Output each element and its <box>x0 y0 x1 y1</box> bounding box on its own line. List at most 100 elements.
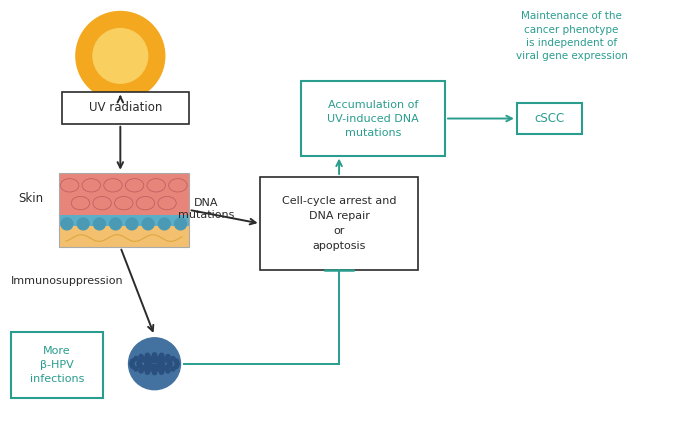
Ellipse shape <box>110 218 121 230</box>
Ellipse shape <box>145 363 149 367</box>
Ellipse shape <box>158 218 171 230</box>
Ellipse shape <box>171 367 175 371</box>
Text: cSCC: cSCC <box>534 112 564 125</box>
Ellipse shape <box>150 359 154 363</box>
Ellipse shape <box>160 353 164 357</box>
Ellipse shape <box>153 359 157 363</box>
Text: Immunosuppression: Immunosuppression <box>11 276 123 286</box>
Ellipse shape <box>137 362 141 366</box>
Ellipse shape <box>139 369 143 373</box>
Ellipse shape <box>160 363 164 367</box>
Bar <box>260 177 418 271</box>
Bar <box>11 332 103 398</box>
Ellipse shape <box>166 369 170 373</box>
Ellipse shape <box>77 218 89 230</box>
Ellipse shape <box>147 367 152 371</box>
Bar <box>59 173 188 247</box>
Text: DNA
mutations: DNA mutations <box>177 198 234 219</box>
Ellipse shape <box>147 356 152 360</box>
Ellipse shape <box>145 362 149 366</box>
Ellipse shape <box>134 367 138 371</box>
Ellipse shape <box>140 365 144 369</box>
Ellipse shape <box>71 196 90 210</box>
Ellipse shape <box>76 12 165 100</box>
Ellipse shape <box>125 178 144 192</box>
Ellipse shape <box>153 368 157 372</box>
Ellipse shape <box>160 362 164 366</box>
Ellipse shape <box>131 364 135 368</box>
Ellipse shape <box>103 178 122 192</box>
Ellipse shape <box>61 218 73 230</box>
Ellipse shape <box>138 360 142 364</box>
Ellipse shape <box>153 356 157 360</box>
Bar <box>59 173 188 216</box>
Bar <box>59 226 188 247</box>
Ellipse shape <box>93 29 148 83</box>
Ellipse shape <box>146 363 150 368</box>
Bar <box>516 103 582 135</box>
Ellipse shape <box>171 357 175 361</box>
Ellipse shape <box>148 359 152 363</box>
Ellipse shape <box>136 196 155 210</box>
Ellipse shape <box>159 360 163 364</box>
Ellipse shape <box>168 362 172 366</box>
Ellipse shape <box>126 218 138 230</box>
Bar <box>59 215 188 228</box>
Ellipse shape <box>153 371 157 374</box>
Ellipse shape <box>175 218 186 230</box>
Ellipse shape <box>167 360 171 364</box>
Ellipse shape <box>155 365 159 368</box>
Ellipse shape <box>165 365 169 369</box>
Ellipse shape <box>93 218 105 230</box>
Ellipse shape <box>93 196 111 210</box>
Ellipse shape <box>160 361 164 365</box>
Ellipse shape <box>167 363 171 368</box>
Text: UV radiation: UV radiation <box>89 101 162 115</box>
Ellipse shape <box>140 358 144 362</box>
Ellipse shape <box>114 196 133 210</box>
Ellipse shape <box>158 367 162 371</box>
Ellipse shape <box>147 178 165 192</box>
Ellipse shape <box>165 358 169 362</box>
Ellipse shape <box>138 363 142 368</box>
Ellipse shape <box>162 357 166 361</box>
Ellipse shape <box>175 362 179 366</box>
Ellipse shape <box>60 178 79 192</box>
Ellipse shape <box>169 178 187 192</box>
Ellipse shape <box>159 363 163 368</box>
Ellipse shape <box>153 365 157 369</box>
Text: Accumulation of
UV-induced DNA
mutations: Accumulation of UV-induced DNA mutations <box>327 100 419 138</box>
Text: Maintenance of the
cancer phenotype
is independent of
viral gene expression: Maintenance of the cancer phenotype is i… <box>516 12 627 61</box>
Ellipse shape <box>174 364 178 368</box>
Ellipse shape <box>143 366 147 371</box>
Ellipse shape <box>162 366 166 371</box>
Ellipse shape <box>129 362 134 366</box>
Ellipse shape <box>145 353 149 357</box>
Ellipse shape <box>146 360 150 364</box>
Text: Skin: Skin <box>18 192 43 204</box>
Ellipse shape <box>150 365 154 368</box>
Ellipse shape <box>160 370 164 374</box>
Text: Cell-cycle arrest and
DNA repair
or
apoptosis: Cell-cycle arrest and DNA repair or apop… <box>282 196 397 251</box>
Ellipse shape <box>142 218 154 230</box>
Ellipse shape <box>148 364 152 368</box>
Ellipse shape <box>129 338 180 390</box>
Ellipse shape <box>157 359 161 363</box>
Ellipse shape <box>143 357 147 361</box>
Ellipse shape <box>82 178 101 192</box>
Ellipse shape <box>145 361 149 365</box>
Ellipse shape <box>166 354 170 359</box>
Ellipse shape <box>134 357 138 361</box>
Ellipse shape <box>139 354 143 359</box>
Text: More
β-HPV
infections: More β-HPV infections <box>30 346 84 384</box>
Ellipse shape <box>145 370 149 374</box>
Ellipse shape <box>131 359 135 363</box>
Bar <box>301 81 445 155</box>
Ellipse shape <box>157 364 161 368</box>
Ellipse shape <box>155 359 159 363</box>
Ellipse shape <box>153 353 157 357</box>
Ellipse shape <box>158 196 176 210</box>
Ellipse shape <box>158 356 162 360</box>
Ellipse shape <box>174 359 178 363</box>
Bar <box>62 92 188 124</box>
